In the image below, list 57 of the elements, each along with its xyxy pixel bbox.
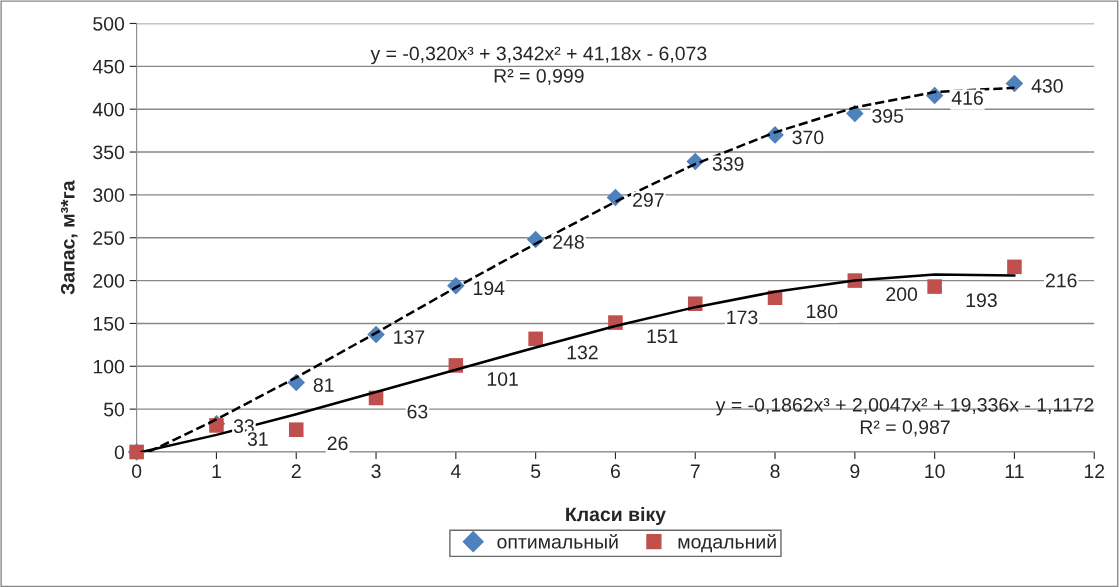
data-label: 430 xyxy=(1031,79,1063,93)
x-tick-label: 8 xyxy=(770,464,780,479)
x-tick-label: 4 xyxy=(450,464,461,478)
x-tick-label: 11 xyxy=(1005,464,1024,478)
x-tick-label: 5 xyxy=(531,464,541,479)
x-tick-label: 2 xyxy=(291,464,301,478)
data-label: 297 xyxy=(633,193,664,207)
y-tick-label: 200 xyxy=(93,274,125,288)
data-label: 194 xyxy=(473,281,505,296)
data-label: 81 xyxy=(313,378,334,392)
data-label: 200 xyxy=(886,287,918,302)
x-axis-title: Класи віку xyxy=(566,506,666,526)
data-label: 395 xyxy=(872,109,904,123)
data-label: 26 xyxy=(327,436,348,451)
data-label: 339 xyxy=(712,157,744,171)
y-tick-label: 500 xyxy=(93,16,125,31)
annotation: y = -0,1862x³ + 2,0047x² + 19,336x - 1,1172 R² = 0,987 xyxy=(715,397,1094,437)
data-label: 101 xyxy=(487,372,518,386)
data-label: 416 xyxy=(951,91,983,105)
point xyxy=(288,422,304,437)
y-tick-label: 300 xyxy=(93,188,125,203)
data-label: 370 xyxy=(792,130,824,145)
point xyxy=(1007,259,1022,275)
y-tick-label: 400 xyxy=(92,102,125,117)
annotation: y = -0,320x³ + 3,342x² + 41,18x - 6,073 R² = 0,999 xyxy=(370,46,707,86)
legend-label: модальний xyxy=(678,534,776,553)
x-tick-label: 7 xyxy=(690,464,700,478)
x-tick-label: 1 xyxy=(212,464,221,478)
y-tick-label: 250 xyxy=(93,231,125,245)
x-tick-label: 12 xyxy=(1084,464,1105,478)
point xyxy=(528,331,543,347)
data-label: 193 xyxy=(966,293,997,308)
data-label: 132 xyxy=(567,345,598,360)
data-label: 137 xyxy=(394,330,425,344)
y-tick-label: 450 xyxy=(92,59,125,74)
y-tick-label: 50 xyxy=(103,402,125,417)
x-tick-label: 10 xyxy=(925,464,945,479)
data-label: 180 xyxy=(807,304,838,319)
x-tick-label: 9 xyxy=(850,464,860,479)
x-tick-label: 0 xyxy=(131,464,142,479)
data-label: 173 xyxy=(727,310,758,325)
y-tick-label: 100 xyxy=(93,359,125,374)
point xyxy=(927,279,942,294)
point xyxy=(1005,74,1024,93)
data-label: 151 xyxy=(647,329,678,344)
y-tick-label: 0 xyxy=(114,445,125,460)
x-tick-label: 6 xyxy=(611,464,620,479)
y-tick-label: 150 xyxy=(93,316,125,331)
data-label: 63 xyxy=(407,404,428,419)
y-tick-label: 350 xyxy=(93,145,125,160)
data-label: 248 xyxy=(553,235,584,249)
x-tick-label: 3 xyxy=(371,464,381,479)
legend-label: оптимальный xyxy=(497,534,618,549)
point xyxy=(846,104,864,123)
data-label: 216 xyxy=(1045,273,1077,288)
y-axis-title: Запас, м³*га xyxy=(60,180,78,295)
data-label: 31 xyxy=(247,432,268,446)
